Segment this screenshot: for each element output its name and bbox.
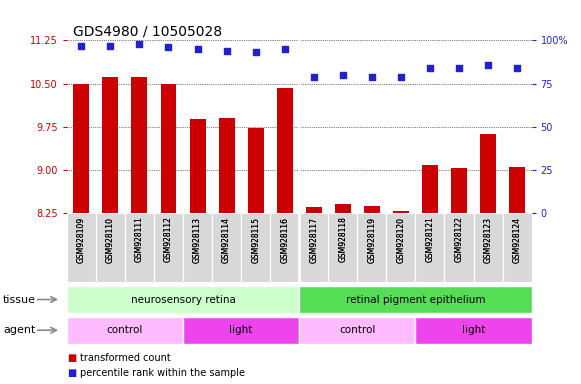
Bar bbox=[474, 213, 503, 282]
Point bbox=[512, 65, 522, 71]
Point bbox=[164, 44, 173, 50]
Text: GSM928112: GSM928112 bbox=[164, 217, 173, 262]
Text: GSM928115: GSM928115 bbox=[251, 217, 260, 263]
Text: GSM928115: GSM928115 bbox=[251, 217, 260, 263]
Bar bbox=[125, 213, 154, 282]
Text: GSM928121: GSM928121 bbox=[425, 217, 435, 262]
Point bbox=[77, 43, 86, 49]
Bar bbox=[183, 317, 299, 344]
Text: GSM928124: GSM928124 bbox=[512, 217, 522, 263]
Point bbox=[193, 46, 202, 52]
Point bbox=[222, 48, 231, 54]
Bar bbox=[364, 206, 380, 213]
Text: GSM928117: GSM928117 bbox=[309, 217, 318, 263]
Text: retinal pigment epithelium: retinal pigment epithelium bbox=[346, 295, 485, 305]
Bar bbox=[270, 213, 299, 282]
Text: tissue: tissue bbox=[3, 295, 36, 305]
Bar bbox=[357, 213, 386, 282]
Bar bbox=[299, 317, 415, 344]
Bar bbox=[241, 213, 270, 282]
Text: GSM928122: GSM928122 bbox=[454, 217, 464, 262]
Text: GSM928123: GSM928123 bbox=[483, 217, 493, 263]
Text: percentile rank within the sample: percentile rank within the sample bbox=[80, 368, 245, 378]
Point bbox=[280, 46, 289, 52]
Text: ■: ■ bbox=[67, 368, 76, 378]
Bar bbox=[67, 317, 183, 344]
Text: GSM928114: GSM928114 bbox=[222, 217, 231, 263]
Bar bbox=[422, 166, 438, 213]
Text: control: control bbox=[107, 325, 143, 335]
Text: GSM928119: GSM928119 bbox=[367, 217, 376, 263]
Text: GSM928116: GSM928116 bbox=[280, 217, 289, 263]
Bar bbox=[393, 212, 409, 213]
Text: GSM928124: GSM928124 bbox=[512, 217, 522, 263]
Point bbox=[454, 65, 464, 71]
Bar bbox=[415, 317, 532, 344]
Bar bbox=[248, 129, 264, 213]
Bar bbox=[480, 134, 496, 213]
Bar bbox=[335, 205, 351, 213]
Point bbox=[251, 50, 260, 56]
Text: transformed count: transformed count bbox=[80, 353, 170, 363]
Bar bbox=[96, 213, 125, 282]
Text: GSM928123: GSM928123 bbox=[483, 217, 493, 263]
Bar bbox=[67, 213, 96, 282]
Text: GSM928113: GSM928113 bbox=[193, 217, 202, 263]
Text: ■: ■ bbox=[67, 353, 76, 363]
Bar bbox=[509, 167, 525, 213]
Text: GSM928120: GSM928120 bbox=[396, 217, 406, 263]
Point bbox=[135, 41, 144, 47]
Bar bbox=[444, 213, 474, 282]
Text: agent: agent bbox=[3, 325, 35, 335]
Text: GSM928110: GSM928110 bbox=[106, 217, 115, 263]
Bar bbox=[102, 77, 119, 213]
Bar bbox=[277, 88, 293, 213]
Text: control: control bbox=[339, 325, 375, 335]
Bar bbox=[154, 213, 183, 282]
Text: GSM928120: GSM928120 bbox=[396, 217, 406, 263]
Bar bbox=[73, 84, 89, 213]
Bar bbox=[160, 84, 177, 213]
Text: GSM928118: GSM928118 bbox=[338, 217, 347, 262]
Text: GSM928109: GSM928109 bbox=[77, 217, 86, 263]
Text: GSM928118: GSM928118 bbox=[338, 217, 347, 262]
Bar bbox=[212, 213, 241, 282]
Bar bbox=[67, 286, 299, 313]
Point bbox=[338, 72, 347, 78]
Bar bbox=[131, 77, 148, 213]
Bar bbox=[306, 207, 322, 213]
Text: GSM928117: GSM928117 bbox=[309, 217, 318, 263]
Text: GSM928114: GSM928114 bbox=[222, 217, 231, 263]
Bar bbox=[451, 168, 467, 213]
Bar bbox=[183, 213, 212, 282]
Point bbox=[396, 73, 406, 79]
Bar bbox=[503, 213, 532, 282]
Bar bbox=[218, 118, 235, 213]
Text: neurosensory retina: neurosensory retina bbox=[131, 295, 235, 305]
Text: GSM928112: GSM928112 bbox=[164, 217, 173, 262]
Point bbox=[106, 43, 115, 49]
Bar bbox=[189, 119, 206, 213]
Text: GSM928111: GSM928111 bbox=[135, 217, 144, 262]
Text: light: light bbox=[462, 325, 485, 335]
Bar bbox=[386, 213, 415, 282]
Point bbox=[309, 73, 318, 79]
Bar bbox=[299, 213, 328, 282]
Bar bbox=[299, 286, 532, 313]
Text: GSM928122: GSM928122 bbox=[454, 217, 464, 262]
Text: GSM928110: GSM928110 bbox=[106, 217, 115, 263]
Text: GDS4980 / 10505028: GDS4980 / 10505028 bbox=[73, 25, 222, 38]
Text: GSM928109: GSM928109 bbox=[77, 217, 86, 263]
Point bbox=[483, 61, 493, 68]
Text: GSM928113: GSM928113 bbox=[193, 217, 202, 263]
Bar bbox=[328, 213, 357, 282]
Bar bbox=[415, 213, 444, 282]
Text: GSM928111: GSM928111 bbox=[135, 217, 144, 262]
Text: GSM928119: GSM928119 bbox=[367, 217, 376, 263]
Text: GSM928116: GSM928116 bbox=[280, 217, 289, 263]
Point bbox=[425, 65, 435, 71]
Point bbox=[367, 73, 376, 79]
Text: light: light bbox=[229, 325, 253, 335]
Text: GSM928121: GSM928121 bbox=[425, 217, 435, 262]
